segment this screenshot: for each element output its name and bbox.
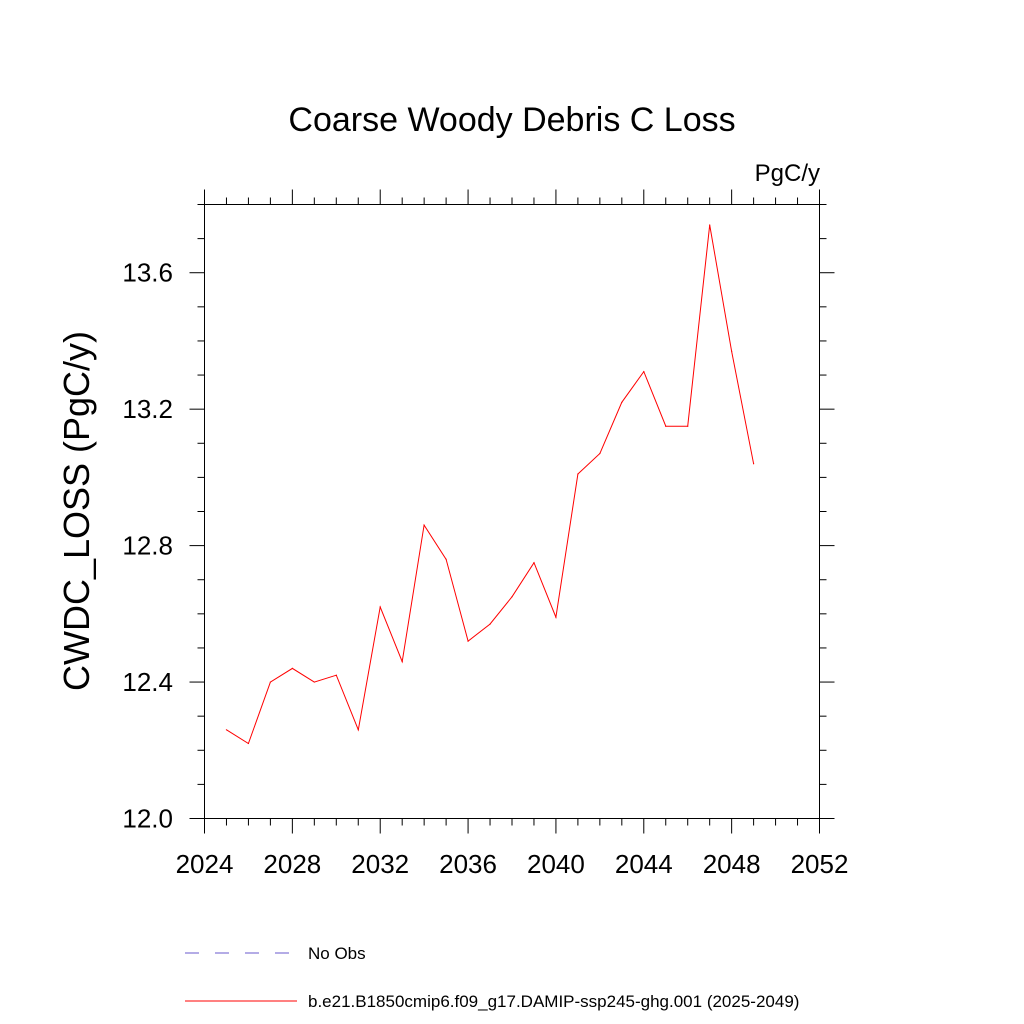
data-point <box>599 452 601 455</box>
x-tick-label: 2036 <box>439 849 497 879</box>
y-tick-label: 13.2 <box>122 394 173 424</box>
data-point <box>247 742 250 745</box>
data-point <box>291 667 293 670</box>
x-tick-label: 2024 <box>176 849 234 879</box>
series-layer <box>225 224 755 745</box>
data-point <box>577 473 579 475</box>
legend-label-model: b.e21.B1850cmip6.f09_g17.DAMIP-ssp245-gh… <box>308 992 799 1011</box>
y-axis-label: CWDC_LOSS (PgC/y) <box>56 331 97 691</box>
y-tick-label: 13.6 <box>122 258 173 288</box>
data-point <box>269 681 271 683</box>
data-point <box>555 616 557 618</box>
tick-labels: 2024 2028 2032 2036 2040 2044 2048 2052 12.0 12.4… <box>122 258 848 879</box>
chart-title: Coarse Woody Debris C Loss <box>288 101 735 139</box>
axis-ticks <box>189 189 835 834</box>
data-point <box>423 524 425 526</box>
data-point <box>511 596 513 598</box>
units-label: PgC/y <box>755 160 820 187</box>
data-point <box>313 681 315 683</box>
data-point <box>489 623 491 625</box>
legend: No Obs b.e21.B1850cmip6.f09_g17.DAMIP-ss… <box>185 944 799 1011</box>
x-tick-label: 2028 <box>263 849 321 879</box>
x-tick-label: 2048 <box>703 849 761 879</box>
x-tick-label: 2052 <box>791 849 849 879</box>
data-point <box>379 606 381 608</box>
data-point <box>225 729 228 731</box>
y-tick-label: 12.4 <box>122 667 173 697</box>
data-point <box>643 371 645 373</box>
data-point <box>621 401 623 403</box>
plot-frame <box>204 204 820 819</box>
data-point <box>731 350 733 352</box>
data-point <box>357 729 359 731</box>
x-tick-label: 2032 <box>351 849 409 879</box>
data-point <box>467 640 469 642</box>
data-point <box>709 224 711 226</box>
data-point <box>665 425 667 427</box>
data-point <box>753 463 755 465</box>
data-point <box>401 660 403 663</box>
data-point <box>533 562 535 564</box>
data-point <box>445 558 447 560</box>
data-point <box>335 674 337 676</box>
x-tick-label: 2044 <box>615 849 673 879</box>
data-point <box>687 425 689 427</box>
y-tick-label: 12.0 <box>122 804 173 834</box>
x-tick-label: 2040 <box>527 849 585 879</box>
legend-label-no-obs: No Obs <box>308 944 366 963</box>
y-tick-label: 12.8 <box>122 531 173 561</box>
series-line <box>226 224 755 745</box>
